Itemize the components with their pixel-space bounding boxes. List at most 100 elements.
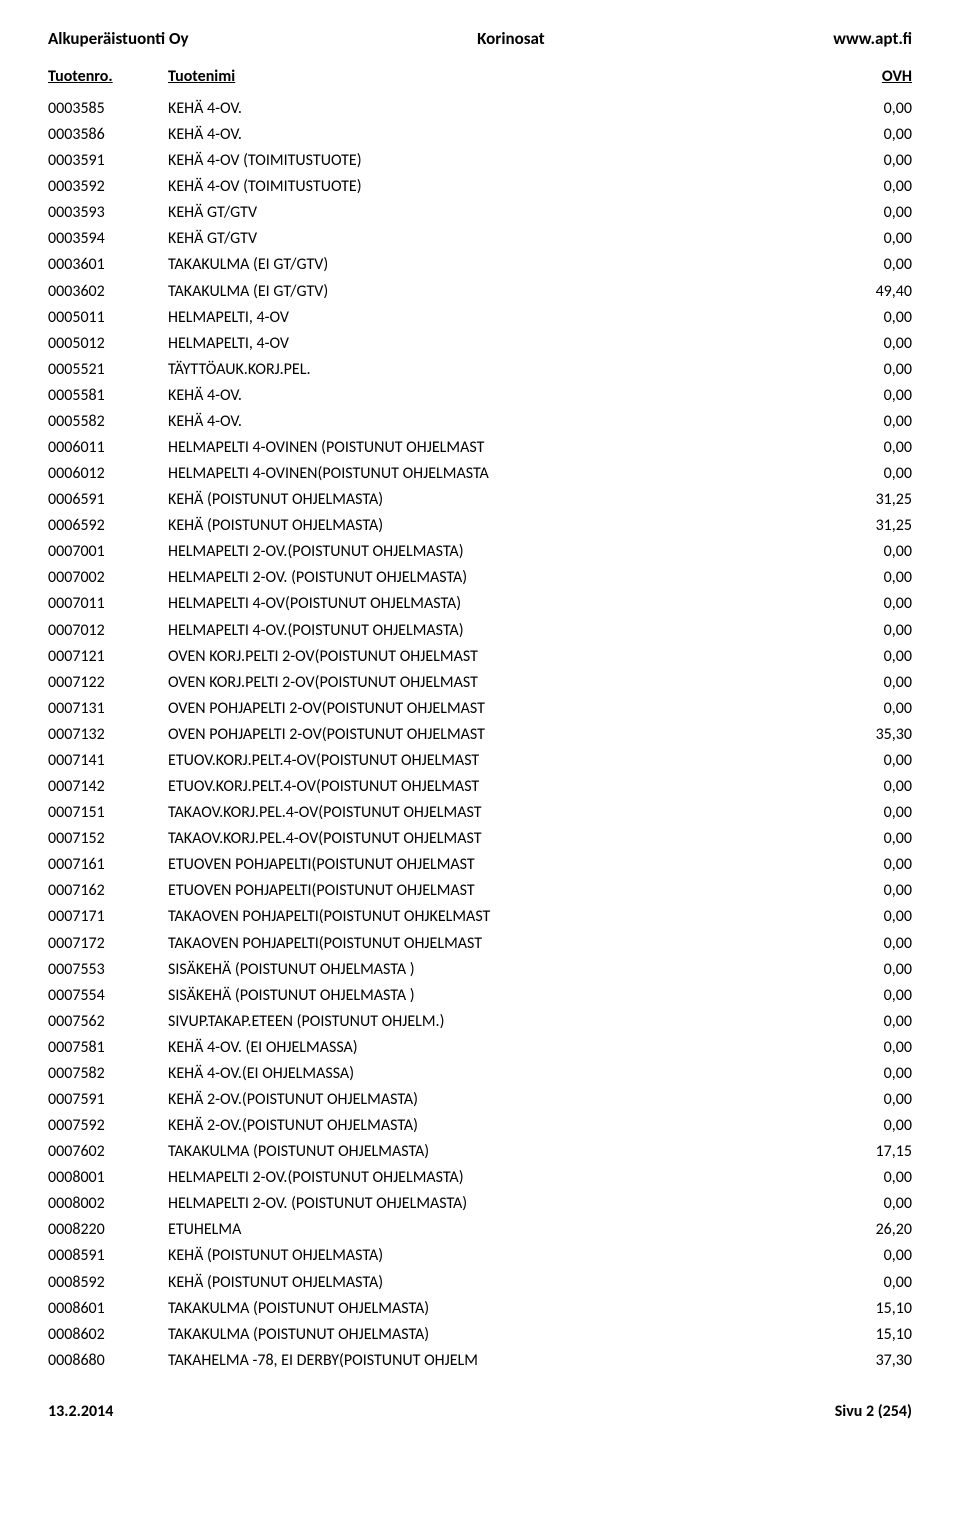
cell-product-name: SIVUP.TAKAP.ETEEN (POISTUNUT OHJELM.) [168, 1009, 822, 1035]
cell-product-no: 0007131 [48, 696, 168, 722]
cell-product-name: KEHÄ 2-OV.(POISTUNUT OHJELMASTA) [168, 1087, 822, 1113]
cell-product-name: TAKAKULMA (POISTUNUT OHJELMASTA) [168, 1322, 822, 1348]
cell-product-name: TAKAOVEN POHJAPELTI(POISTUNUT OHJELMAST [168, 931, 822, 957]
cell-product-name: ETUOVEN POHJAPELTI(POISTUNUT OHJELMAST [168, 852, 822, 878]
cell-product-no: 0007012 [48, 618, 168, 644]
table-row: 0007591KEHÄ 2-OV.(POISTUNUT OHJELMASTA)0… [48, 1087, 912, 1113]
cell-product-no: 0008602 [48, 1322, 168, 1348]
cell-product-no: 0007581 [48, 1035, 168, 1061]
table-row: 0008601TAKAKULMA (POISTUNUT OHJELMASTA)1… [48, 1296, 912, 1322]
cell-product-name: KEHÄ (POISTUNUT OHJELMASTA) [168, 487, 822, 513]
footer-date: 13.2.2014 [48, 1402, 113, 1421]
cell-product-no: 0005012 [48, 331, 168, 357]
column-headers: Tuotenro. Tuotenimi OVH [48, 67, 912, 86]
cell-price: 15,10 [822, 1322, 912, 1348]
cell-price: 0,00 [822, 174, 912, 200]
cell-product-name: KEHÄ 4-OV (TOIMITUSTUOTE) [168, 174, 822, 200]
cell-product-name: SISÄKEHÄ (POISTUNUT OHJELMASTA ) [168, 957, 822, 983]
cell-price: 0,00 [822, 800, 912, 826]
table-row: 0005012HELMAPELTI, 4-OV0,00 [48, 331, 912, 357]
cell-product-name: OVEN KORJ.PELTI 2-OV(POISTUNUT OHJELMAST [168, 644, 822, 670]
product-table: 0003585KEHÄ 4-OV.0,000003586KEHÄ 4-OV.0,… [48, 96, 912, 1374]
table-row: 0007121OVEN KORJ.PELTI 2-OV(POISTUNUT OH… [48, 644, 912, 670]
cell-product-name: ETUOV.KORJ.PELT.4-OV(POISTUNUT OHJELMAST [168, 774, 822, 800]
table-row: 0003592KEHÄ 4-OV (TOIMITUSTUOTE)0,00 [48, 174, 912, 200]
cell-product-no: 0007121 [48, 644, 168, 670]
table-row: 0006591KEHÄ (POISTUNUT OHJELMASTA)31,25 [48, 487, 912, 513]
cell-product-name: HELMAPELTI 2-OV. (POISTUNUT OHJELMASTA) [168, 1191, 822, 1217]
cell-product-name: HELMAPELTI 4-OVINEN(POISTUNUT OHJELMASTA [168, 461, 822, 487]
cell-product-name: TAKAOVEN POHJAPELTI(POISTUNUT OHJKELMAST [168, 904, 822, 930]
table-row: 0007171TAKAOVEN POHJAPELTI(POISTUNUT OHJ… [48, 904, 912, 930]
cell-product-no: 0005582 [48, 409, 168, 435]
table-row: 0006011HELMAPELTI 4-OVINEN (POISTUNUT OH… [48, 435, 912, 461]
table-row: 0008002HELMAPELTI 2-OV. (POISTUNUT OHJEL… [48, 1191, 912, 1217]
cell-price: 0,00 [822, 461, 912, 487]
table-row: 0003585KEHÄ 4-OV.0,00 [48, 96, 912, 122]
table-row: 0008680TAKAHELMA -78, EI DERBY(POISTUNUT… [48, 1348, 912, 1374]
cell-product-name: KEHÄ 4-OV. [168, 383, 822, 409]
cell-product-no: 0003602 [48, 279, 168, 305]
table-row: 0008001HELMAPELTI 2-OV.(POISTUNUT OHJELM… [48, 1165, 912, 1191]
cell-price: 0,00 [822, 1113, 912, 1139]
table-row: 0007554SISÄKEHÄ (POISTUNUT OHJELMASTA )0… [48, 983, 912, 1009]
table-row: 0007011HELMAPELTI 4-OV(POISTUNUT OHJELMA… [48, 591, 912, 617]
cell-product-name: TAKAOV.KORJ.PEL.4-OV(POISTUNUT OHJELMAST [168, 826, 822, 852]
cell-price: 0,00 [822, 305, 912, 331]
website: www.apt.fi [833, 28, 912, 49]
table-row: 0003586KEHÄ 4-OV.0,00 [48, 122, 912, 148]
cell-price: 0,00 [822, 357, 912, 383]
table-row: 0007581KEHÄ 4-OV. (EI OHJELMASSA)0,00 [48, 1035, 912, 1061]
table-row: 0007602TAKAKULMA (POISTUNUT OHJELMASTA)1… [48, 1139, 912, 1165]
table-row: 0007152TAKAOV.KORJ.PEL.4-OV(POISTUNUT OH… [48, 826, 912, 852]
cell-price: 0,00 [822, 148, 912, 174]
cell-product-no: 0007161 [48, 852, 168, 878]
cell-product-name: HELMAPELTI 4-OV.(POISTUNUT OHJELMASTA) [168, 618, 822, 644]
cell-price: 0,00 [822, 1009, 912, 1035]
cell-product-name: HELMAPELTI 4-OV(POISTUNUT OHJELMASTA) [168, 591, 822, 617]
cell-product-name: TAKAKULMA (EI GT/GTV) [168, 252, 822, 278]
cell-product-name: KEHÄ 4-OV. [168, 96, 822, 122]
cell-product-no: 0008001 [48, 1165, 168, 1191]
cell-price: 0,00 [822, 226, 912, 252]
footer-page: Sivu 2 (254) [835, 1402, 912, 1421]
cell-product-no: 0007152 [48, 826, 168, 852]
cell-product-name: OVEN KORJ.PELTI 2-OV(POISTUNUT OHJELMAST [168, 670, 822, 696]
cell-product-name: TAKAKULMA (EI GT/GTV) [168, 279, 822, 305]
table-row: 0007132OVEN POHJAPELTI 2-OV(POISTUNUT OH… [48, 722, 912, 748]
cell-product-no: 0007011 [48, 591, 168, 617]
table-row: 0007131OVEN POHJAPELTI 2-OV(POISTUNUT OH… [48, 696, 912, 722]
cell-product-name: KEHÄ (POISTUNUT OHJELMASTA) [168, 1243, 822, 1269]
cell-product-no: 0005581 [48, 383, 168, 409]
cell-product-name: OVEN POHJAPELTI 2-OV(POISTUNUT OHJELMAST [168, 696, 822, 722]
table-row: 0007122OVEN KORJ.PELTI 2-OV(POISTUNUT OH… [48, 670, 912, 696]
table-row: 0007002HELMAPELTI 2-OV. (POISTUNUT OHJEL… [48, 565, 912, 591]
cell-product-no: 0008601 [48, 1296, 168, 1322]
table-row: 0005011HELMAPELTI, 4-OV0,00 [48, 305, 912, 331]
cell-product-no: 0008591 [48, 1243, 168, 1269]
cell-product-name: KEHÄ 4-OV. (EI OHJELMASSA) [168, 1035, 822, 1061]
cell-product-no: 0008592 [48, 1270, 168, 1296]
cell-price: 0,00 [822, 1270, 912, 1296]
cell-product-no: 0006012 [48, 461, 168, 487]
cell-price: 0,00 [822, 618, 912, 644]
cell-price: 49,40 [822, 279, 912, 305]
table-row: 0005582KEHÄ 4-OV.0,00 [48, 409, 912, 435]
table-row: 0003591KEHÄ 4-OV (TOIMITUSTUOTE)0,00 [48, 148, 912, 174]
cell-price: 0,00 [822, 252, 912, 278]
cell-product-no: 0006591 [48, 487, 168, 513]
table-row: 0003593KEHÄ GT/GTV0,00 [48, 200, 912, 226]
cell-price: 26,20 [822, 1217, 912, 1243]
cell-product-name: TAKAOV.KORJ.PEL.4-OV(POISTUNUT OHJELMAST [168, 800, 822, 826]
cell-product-name: KEHÄ 4-OV (TOIMITUSTUOTE) [168, 148, 822, 174]
cell-product-name: TAKAHELMA -78, EI DERBY(POISTUNUT OHJELM [168, 1348, 822, 1374]
cell-product-no: 0007171 [48, 904, 168, 930]
cell-price: 0,00 [822, 774, 912, 800]
cell-price: 0,00 [822, 200, 912, 226]
cell-price: 0,00 [822, 1243, 912, 1269]
doc-title: Korinosat [189, 28, 834, 49]
table-row: 0007001HELMAPELTI 2-OV.(POISTUNUT OHJELM… [48, 539, 912, 565]
cell-price: 0,00 [822, 1191, 912, 1217]
cell-product-name: HELMAPELTI 4-OVINEN (POISTUNUT OHJELMAST [168, 435, 822, 461]
cell-price: 0,00 [822, 1061, 912, 1087]
